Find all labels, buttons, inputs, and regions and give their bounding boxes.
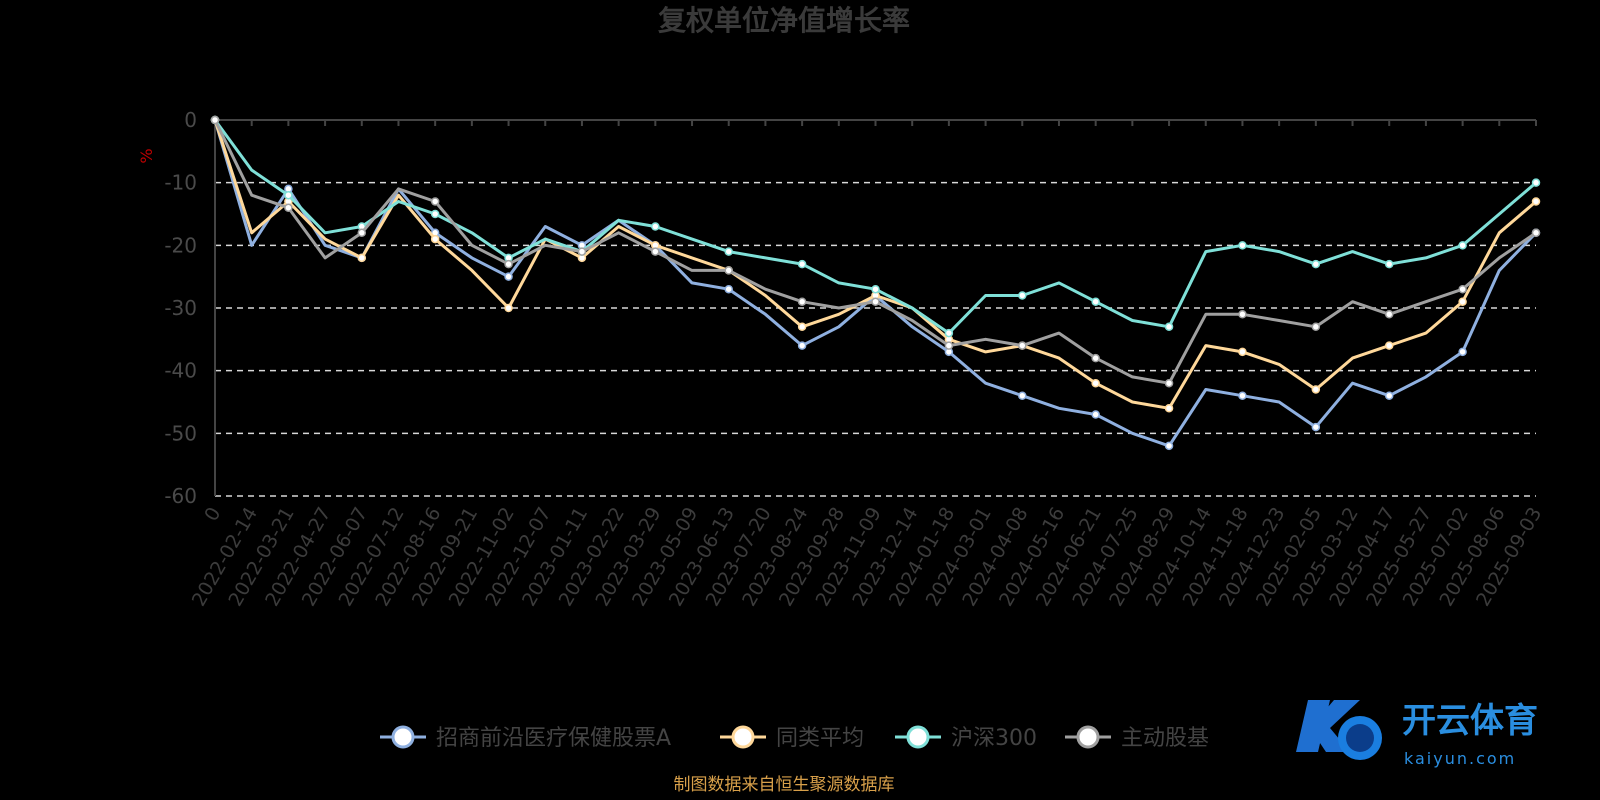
data-point	[1018, 391, 1027, 400]
data-point	[1238, 347, 1247, 357]
data-point	[357, 253, 367, 263]
data-point	[944, 328, 954, 338]
data-point	[1311, 259, 1321, 269]
data-point	[1458, 241, 1467, 250]
data-point	[1164, 322, 1174, 332]
data-point	[1164, 378, 1174, 388]
series-lines	[210, 115, 1541, 451]
data-point	[1164, 404, 1174, 413]
data-point	[797, 322, 807, 332]
x-tick-label: 0	[200, 504, 225, 525]
legend-swatch-marker	[906, 725, 930, 749]
data-point	[210, 115, 220, 125]
data-point	[1164, 441, 1174, 451]
legend: 招商前沿医疗保健股票A 同类平均 沪深300 主动股基	[380, 725, 1209, 751]
data-point	[284, 203, 293, 212]
series-line-3	[213, 119, 1537, 385]
data-point	[430, 234, 440, 244]
data-point	[871, 284, 880, 294]
data-point	[1018, 341, 1027, 350]
logo-domain: kaiyun.com	[1404, 749, 1516, 768]
logo-k-mark	[1296, 700, 1360, 752]
data-point	[1458, 347, 1467, 357]
data-point	[1531, 197, 1541, 206]
y-tick-label: -20	[164, 233, 197, 257]
legend-swatch-marker	[731, 725, 755, 749]
data-point	[357, 228, 367, 238]
data-point	[797, 259, 807, 269]
data-point	[504, 303, 513, 313]
data-point	[1311, 322, 1321, 332]
y-tick-label: -40	[164, 359, 197, 383]
y-tick-label: 0	[184, 108, 197, 132]
data-point	[944, 341, 954, 350]
legend-swatch-marker	[391, 725, 415, 749]
data-point	[1091, 297, 1100, 306]
y-tick-label: -30	[164, 296, 197, 320]
data-point	[1238, 310, 1247, 319]
series-line-1	[213, 119, 1537, 410]
data-point	[1458, 284, 1467, 294]
data-point	[1384, 391, 1394, 400]
data-point	[284, 190, 293, 200]
chart-title: 复权单位净值增长率	[658, 4, 910, 37]
data-point	[1091, 410, 1100, 419]
legend-item-label[interactable]: 主动股基	[1121, 726, 1209, 751]
data-point	[1458, 297, 1467, 306]
data-point	[504, 272, 513, 281]
axes	[214, 119, 1537, 496]
logo: 开云体育 kaiyun.com	[1296, 700, 1538, 768]
data-point	[1091, 353, 1100, 363]
data-point	[797, 297, 807, 306]
data-point	[724, 284, 733, 294]
data-point	[577, 247, 587, 256]
series-line-0	[213, 119, 1538, 448]
data-point	[1238, 391, 1247, 400]
legend-item-label[interactable]: 招商前沿医疗保健股票A	[436, 726, 671, 751]
y-ticks: 0 -10 -20 -30 -40 -50 -60	[164, 108, 197, 508]
y-tick-label: -10	[164, 171, 197, 195]
data-point	[430, 209, 440, 219]
logo-text: 开云体育	[1402, 701, 1538, 741]
data-point	[724, 247, 733, 256]
data-point	[1531, 178, 1541, 187]
data-point	[1384, 341, 1394, 350]
grid	[215, 181, 1536, 497]
data-point	[724, 266, 733, 275]
data-point	[1384, 259, 1394, 269]
y-tick-label: -50	[164, 421, 197, 445]
data-point	[1018, 291, 1027, 300]
data-point	[651, 222, 660, 231]
y-axis-unit: %	[137, 148, 156, 163]
legend-item-label[interactable]: 沪深300	[951, 726, 1037, 751]
data-point	[1311, 385, 1321, 394]
source-note: 制图数据来自恒生聚源数据库	[674, 775, 895, 795]
data-point	[504, 259, 513, 269]
data-point	[1091, 378, 1100, 388]
data-point	[1238, 241, 1247, 250]
y-tick-label: -60	[164, 484, 197, 508]
data-point	[797, 341, 807, 350]
data-point	[1311, 422, 1321, 432]
x-ticks: 02022-02-142022-03-212022-04-272022-06-0…	[188, 503, 1547, 610]
data-point	[430, 197, 440, 206]
data-point	[1384, 310, 1394, 319]
data-point	[651, 247, 660, 256]
legend-swatch-marker	[1076, 725, 1100, 749]
data-point	[871, 297, 880, 306]
data-point	[1531, 228, 1541, 238]
legend-item-label[interactable]: 同类平均	[776, 726, 864, 751]
